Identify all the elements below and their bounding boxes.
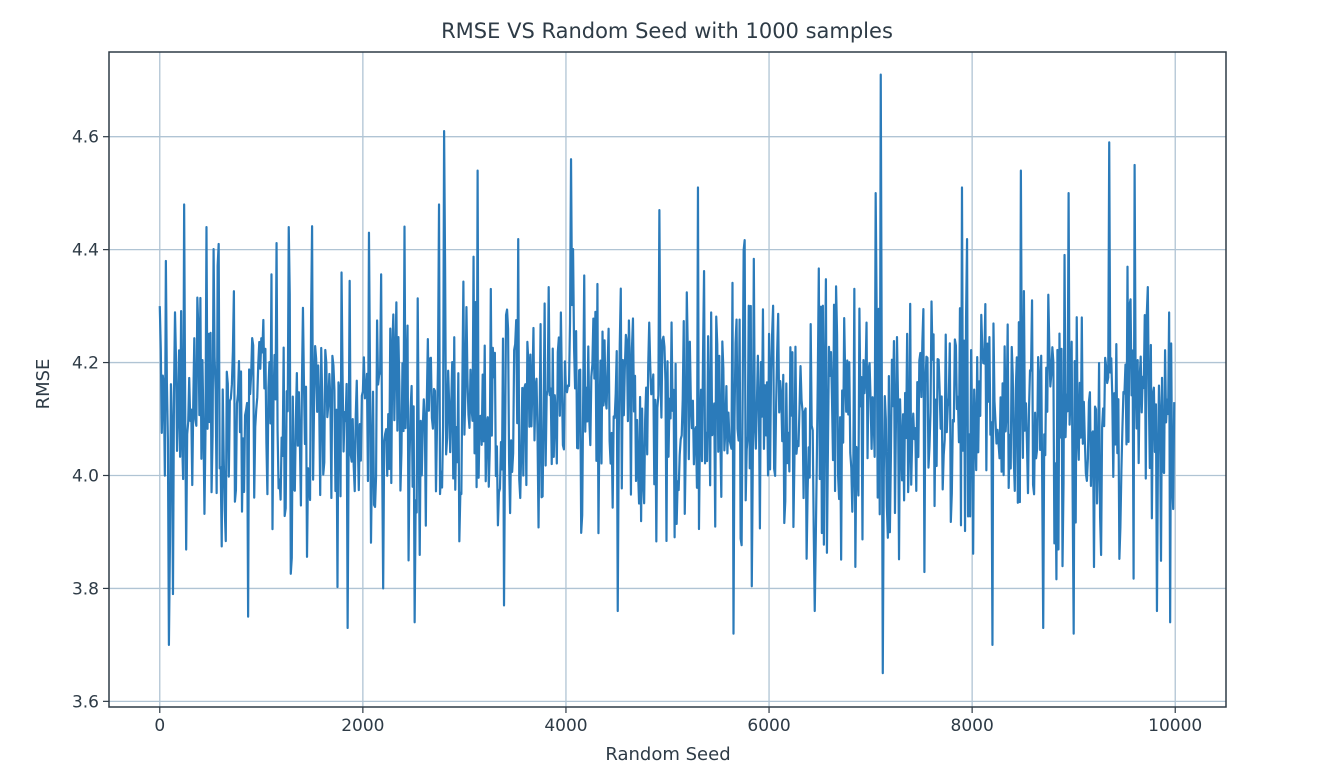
x-tick-label: 10000	[1148, 716, 1202, 736]
x-axis-title: Random Seed	[605, 744, 730, 765]
x-tick-label: 2000	[341, 716, 384, 736]
y-axis-ticks: 3.6 3.8 4.0 4.2 4.4 4.6	[72, 128, 109, 712]
y-tick-label: 3.8	[72, 579, 99, 599]
y-tick-label: 3.6	[72, 692, 99, 712]
y-tick-label: 4.6	[72, 128, 99, 148]
x-tick-label: 4000	[544, 716, 587, 736]
y-axis-title: RMSE	[33, 359, 54, 410]
series-layer	[158, 73, 1176, 675]
x-tick-label: 8000	[951, 716, 994, 736]
chart-title: RMSE VS Random Seed with 1000 samples	[441, 19, 893, 43]
rmse-series-line	[158, 73, 1176, 675]
y-tick-label: 4.4	[72, 241, 99, 261]
y-tick-label: 4.0	[72, 466, 99, 486]
y-tick-label: 4.2	[72, 354, 99, 374]
plot-frame	[108, 51, 1227, 708]
x-tick-label: 6000	[747, 716, 790, 736]
x-axis-ticks: 0 2000 4000 6000 8000 10000	[154, 707, 1202, 736]
x-tick-label: 0	[154, 716, 165, 736]
